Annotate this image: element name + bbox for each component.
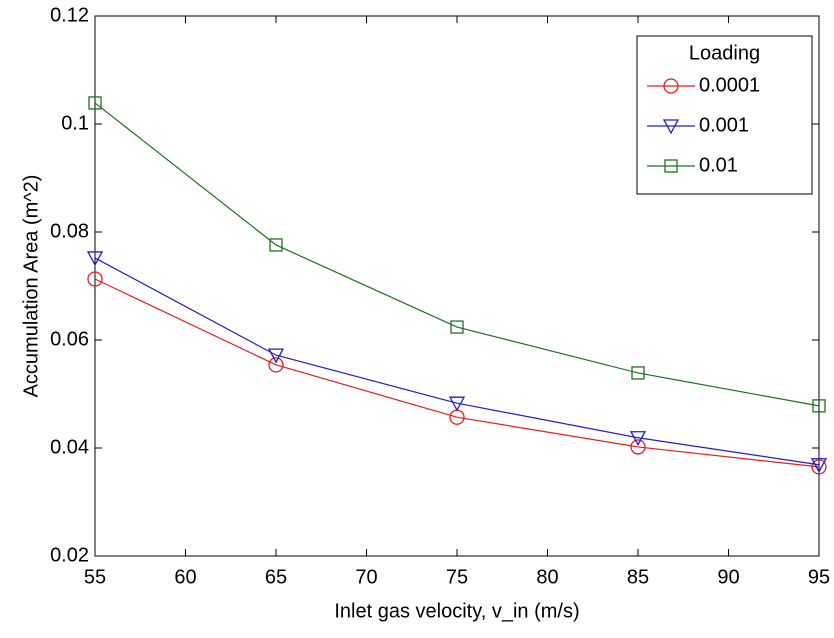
marker xyxy=(267,348,285,364)
marker xyxy=(88,96,102,110)
marker xyxy=(810,458,828,474)
series-line xyxy=(94,257,820,466)
legend-box xyxy=(636,35,813,195)
legend-title: Loading xyxy=(689,42,760,64)
marker xyxy=(86,251,104,267)
series-line xyxy=(94,102,820,407)
marker xyxy=(448,396,466,412)
marker xyxy=(450,320,464,334)
x-tick-label: 90 xyxy=(717,566,739,588)
legend-label: 0.01 xyxy=(699,154,738,176)
y-tick-label: 0.04 xyxy=(50,436,89,458)
x-tick-label: 70 xyxy=(355,566,377,588)
marker xyxy=(269,238,283,252)
marker xyxy=(268,357,284,373)
marker xyxy=(664,159,678,173)
x-tick-label: 65 xyxy=(265,566,287,588)
y-tick-label: 0.1 xyxy=(61,112,89,134)
legend-label: 0.001 xyxy=(699,114,749,136)
x-tick-label: 75 xyxy=(446,566,468,588)
marker xyxy=(87,271,103,287)
y-axis-label: Accumulation Area (m^2) xyxy=(20,175,42,398)
x-tick-label: 95 xyxy=(808,566,830,588)
y-tick-label: 0.12 xyxy=(50,4,89,26)
series-line xyxy=(94,278,820,468)
marker xyxy=(629,431,647,447)
marker xyxy=(663,78,679,94)
y-tick-label: 0.08 xyxy=(50,220,89,242)
x-tick-label: 85 xyxy=(627,566,649,588)
legend-label: 0.0001 xyxy=(699,74,760,96)
x-axis-label: Inlet gas velocity, v_in (m/s) xyxy=(334,600,579,622)
marker xyxy=(630,439,646,455)
marker xyxy=(812,399,826,413)
marker xyxy=(662,119,680,135)
marker xyxy=(811,459,827,475)
marker xyxy=(631,366,645,380)
x-tick-label: 60 xyxy=(174,566,196,588)
y-tick-label: 0.02 xyxy=(50,544,89,566)
x-tick-label: 55 xyxy=(84,566,106,588)
y-tick-label: 0.06 xyxy=(50,328,89,350)
x-tick-label: 80 xyxy=(536,566,558,588)
